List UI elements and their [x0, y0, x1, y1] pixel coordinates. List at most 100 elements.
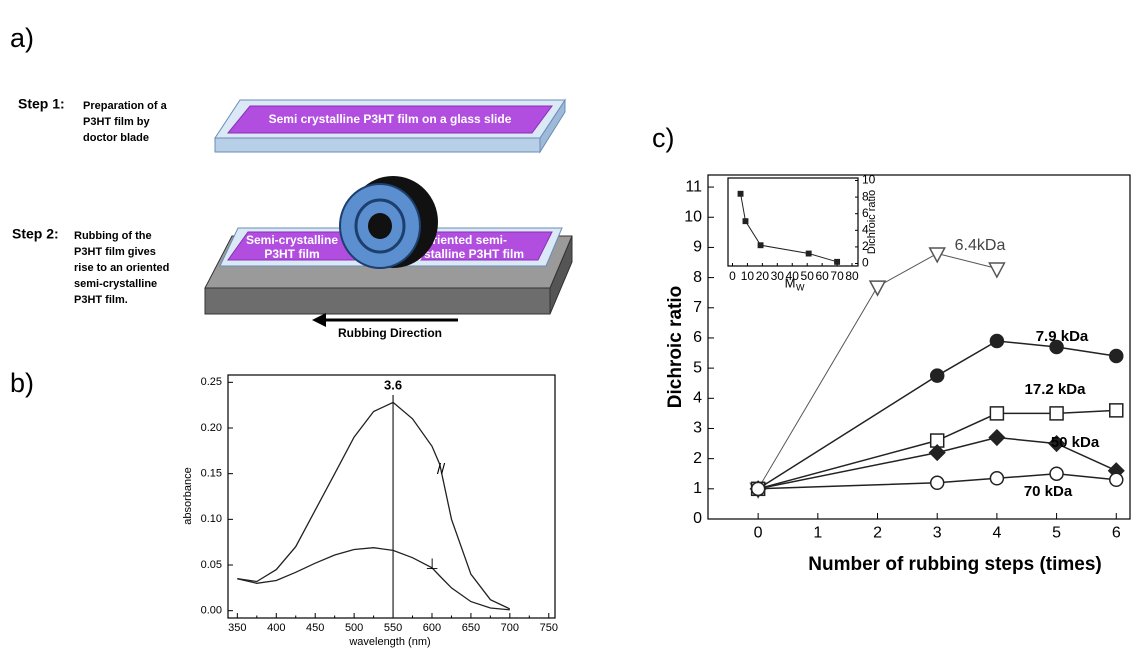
x-tick-label: 750: [540, 622, 558, 634]
series-line: [237, 401, 511, 610]
chart: 350 400 450 500 550 600 650 700 750 0.00 0.05 0.10 0…: [182, 374, 558, 648]
marker: [989, 333, 1005, 349]
y-tick-label: 4: [693, 390, 702, 407]
y-tick-label: 3: [693, 420, 702, 437]
x-axis-label: wavelength (nm): [348, 636, 430, 648]
marker: [805, 250, 812, 257]
film-label: Oriented semi-: [423, 233, 507, 247]
x-tick-label: 500: [345, 622, 363, 634]
step-text: P3HT film.: [74, 294, 128, 306]
x-tick-label: 50: [801, 269, 815, 283]
y-tick-label: 0.20: [201, 422, 222, 434]
marker: [988, 262, 1006, 279]
x-axis-label: Number of rubbing steps (times): [808, 554, 1101, 575]
x-axis-label: M: [785, 275, 796, 290]
panel-label: c): [652, 123, 675, 153]
x-tick-label: 10: [741, 269, 755, 283]
x-tick-label: 2: [873, 525, 882, 542]
series-label: ⊥: [425, 556, 438, 573]
y-tick-label: 9: [693, 239, 702, 256]
y-tick-label: 4: [862, 222, 869, 236]
y-axis-label: Dichroic ratio: [665, 286, 686, 408]
plot-frame: [727, 177, 859, 267]
marker: [989, 471, 1005, 486]
marker: [928, 444, 946, 462]
marker: [868, 280, 887, 297]
x-tick-label: 0: [754, 525, 763, 542]
diagram: Step 1: Preparation of a P3HT film by do…: [12, 96, 573, 340]
marker: [1048, 435, 1066, 453]
marker: [988, 428, 1006, 447]
film-label: Semi crystalline P3HT film on a glass sl…: [269, 112, 512, 126]
marker: [928, 247, 946, 264]
y-tick-label: 11: [685, 178, 702, 195]
film: [226, 105, 553, 134]
x-tick-label: 1: [813, 525, 822, 542]
x-tick-label: 4: [992, 525, 1001, 542]
x-tick-label: 0: [729, 269, 736, 283]
marker: [989, 406, 1005, 421]
step-text: P3HT film gives: [74, 246, 156, 258]
y-tick-label: 2: [862, 239, 869, 253]
y-axis-label: Dichroic ratio: [866, 190, 878, 254]
x-tick-label: 550: [384, 622, 402, 634]
series-line: [237, 547, 510, 611]
x-tick-label: 20: [756, 269, 770, 283]
y-tick-label: 10: [862, 173, 876, 187]
x-tick-label: 60: [815, 269, 829, 283]
y-tick-label: 10: [684, 208, 702, 225]
step-label: Step 2:: [12, 226, 59, 242]
marker: [757, 242, 764, 249]
x-tick-label: 350: [228, 622, 246, 634]
roller-axle: [368, 213, 392, 239]
x-tick-label: 40: [786, 269, 800, 283]
y-tick-label: 0.10: [201, 513, 222, 525]
film-label: P3HT film: [264, 247, 319, 261]
y-tick-label: 5: [693, 359, 702, 376]
panel-label: b): [10, 368, 34, 398]
series-label: 6.4kDa: [955, 237, 1006, 254]
step-text: semi-crystalline: [74, 278, 157, 290]
x-tick-label: 70: [830, 269, 844, 283]
x-tick-label: 400: [267, 622, 285, 634]
y-tick-label: 8: [693, 269, 702, 286]
step-text: P3HT film by: [83, 116, 151, 128]
x-tick-label: 30: [771, 269, 785, 283]
arrow-label: Rubbing Direction: [338, 326, 442, 340]
series-label: //: [437, 461, 446, 478]
x-tick-label: 700: [501, 622, 519, 634]
x-tick-label: 450: [306, 622, 324, 634]
y-axis-label: absorbance: [182, 467, 194, 525]
step-text: doctor blade: [83, 132, 149, 144]
x-tick-label: 650: [462, 622, 480, 634]
x-axis-label-sub: W: [796, 282, 805, 292]
y-tick-label: 0: [693, 510, 702, 527]
arrow-head: [312, 313, 326, 327]
x-tick-label: 3: [933, 525, 942, 542]
x-tick-label: 6: [1112, 525, 1121, 542]
marker: [1049, 406, 1064, 421]
x-tick-label: 5: [1052, 525, 1061, 542]
step-text: Preparation of a: [83, 100, 168, 112]
marker: [929, 368, 945, 383]
panel-label: a): [10, 23, 34, 53]
series-line: [757, 252, 998, 490]
plot-frame: [227, 374, 556, 619]
y-tick-label: 7: [693, 299, 702, 316]
marker: [929, 475, 945, 491]
y-tick-label: 0.05: [201, 559, 222, 571]
step-text: Rubbing of the: [74, 230, 152, 242]
film-label: crystalline P3HT film: [406, 247, 524, 261]
marker: [737, 190, 744, 197]
y-tick-label: 1: [693, 480, 702, 497]
glass-slide: [214, 137, 541, 153]
y-tick-label: 6: [862, 206, 869, 220]
x-tick-label: 600: [423, 622, 441, 634]
series-label: 70 kDa: [1024, 483, 1073, 500]
y-tick-label: 0.15: [201, 468, 222, 480]
marker: [1049, 466, 1064, 481]
step-text: rise to an oriented: [74, 262, 169, 274]
marker: [750, 481, 766, 497]
